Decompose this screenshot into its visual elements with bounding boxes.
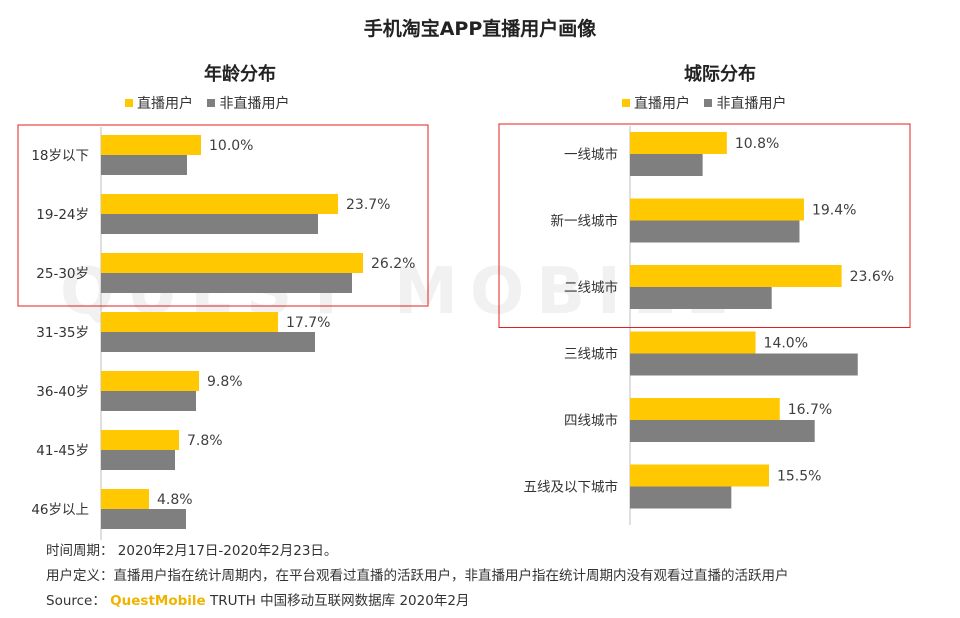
category-label-6: 46岁以上: [31, 502, 89, 518]
legend-label-live: 直播用户: [634, 96, 690, 112]
bar-nonlive-4: [630, 420, 815, 442]
legend-label-nonlive: 非直播用户: [716, 96, 787, 112]
age-legend: 直播用户 非直播用户: [125, 93, 299, 113]
city-chart-title: 城际分布: [684, 64, 756, 85]
data-label-5: 15.5%: [777, 469, 821, 485]
bar-live-5: [101, 430, 179, 450]
bar-live-0: [101, 135, 201, 155]
bar-live-4: [630, 398, 780, 420]
legend-swatch-nonlive: [704, 99, 713, 107]
legend-item-live: 直播用户: [125, 96, 193, 112]
bar-live-3: [630, 331, 756, 354]
bar-nonlive-2: [101, 273, 352, 293]
highlight-box: [498, 123, 911, 328]
city-legend: 直播用户 非直播用户: [622, 93, 796, 113]
legend-swatch-live: [622, 99, 630, 107]
data-label-1: 23.7%: [346, 197, 390, 213]
category-label-5: 五线及以下城市: [524, 479, 619, 496]
bar-live-2: [101, 253, 363, 273]
data-label-2: 26.2%: [371, 256, 415, 272]
age-chart: 10.0% 18岁以下 23.7% 19-24岁 26.2% 25-30岁 17.7% 31-…: [17, 124, 429, 540]
bar-live-1: [630, 198, 804, 221]
bar-nonlive-2: [630, 287, 772, 309]
period-label: 时间周期：: [46, 543, 114, 559]
bar-nonlive-1: [630, 220, 800, 243]
category-label-3: 31-35岁: [36, 325, 89, 341]
bar-nonlive-5: [101, 450, 175, 470]
bar-live-4: [101, 371, 199, 391]
bar-live-5: [630, 464, 769, 487]
legend-swatch-nonlive: [207, 99, 216, 107]
legend-label-nonlive: 非直播用户: [219, 96, 290, 112]
bar-live-1: [101, 194, 338, 214]
bar-live-0: [630, 132, 727, 154]
category-label-1: 新一线城市: [551, 213, 619, 230]
legend-label-live: 直播用户: [137, 96, 193, 112]
data-label-0: 10.0%: [209, 138, 253, 154]
data-label-6: 4.8%: [157, 492, 193, 508]
category-label-4: 四线城市: [564, 412, 618, 429]
bar-live-2: [630, 265, 842, 287]
age-chart-title: 年龄分布: [204, 64, 276, 85]
category-label-5: 41-45岁: [36, 443, 89, 459]
bar-live-6: [101, 489, 149, 509]
page-title: 手机淘宝APP直播用户画像: [363, 18, 597, 40]
data-label-5: 7.8%: [187, 433, 223, 449]
bar-nonlive-4: [101, 391, 196, 411]
definition-value: 直播用户指在统计周期内，在平台观看过直播的活跃用户，非直播用户指在统计周期内没有…: [113, 568, 789, 584]
legend-item-live: 直播用户: [622, 96, 690, 112]
bar-nonlive-3: [630, 353, 858, 376]
data-label-1: 19.4%: [812, 203, 856, 219]
bar-nonlive-0: [630, 154, 703, 176]
legend-swatch-live: [125, 99, 133, 107]
category-label-0: 一线城市: [564, 146, 618, 163]
footer-period: 时间周期： 2020年2月17日-2020年2月23日。: [46, 539, 337, 559]
bar-nonlive-6: [101, 509, 186, 529]
source-brand: QuestMobile: [110, 593, 206, 609]
category-label-3: 三线城市: [564, 346, 618, 363]
bar-nonlive-3: [101, 332, 315, 352]
data-label-3: 14.0%: [764, 336, 808, 352]
data-label-4: 16.7%: [788, 402, 832, 418]
data-label-2: 23.6%: [850, 269, 894, 285]
category-label-2: 二线城市: [564, 279, 618, 296]
category-label-1: 19-24岁: [36, 207, 89, 223]
bar-nonlive-0: [101, 155, 187, 175]
bar-nonlive-5: [630, 486, 732, 509]
category-label-2: 25-30岁: [36, 266, 89, 282]
definition-label: 用户定义：: [46, 568, 114, 584]
data-label-4: 9.8%: [207, 374, 243, 390]
legend-item-nonlive: 非直播用户: [704, 96, 786, 112]
period-value: 2020年2月17日-2020年2月23日。: [117, 543, 338, 559]
category-label-0: 18岁以下: [31, 148, 89, 164]
source-rest: TRUTH 中国移动互联网数据库 2020年2月: [209, 593, 470, 609]
highlight-box: [17, 124, 429, 307]
category-label-4: 36-40岁: [36, 384, 89, 400]
data-label-3: 17.7%: [286, 315, 330, 331]
footer-source: Source： QuestMobile TRUTH 中国移动互联网数据库 202…: [46, 589, 469, 609]
city-chart: 10.8% 一线城市 19.4% 新一线城市 23.6% 二线城市 14.0% 三线城市 16.…: [498, 123, 911, 525]
data-label-0: 10.8%: [735, 136, 779, 152]
bar-live-3: [101, 312, 278, 332]
source-label: Source：: [46, 593, 106, 609]
bar-nonlive-1: [101, 214, 318, 234]
legend-item-nonlive: 非直播用户: [207, 96, 289, 112]
footer-definition: 用户定义：直播用户指在统计周期内，在平台观看过直播的活跃用户，非直播用户指在统计…: [46, 564, 789, 584]
